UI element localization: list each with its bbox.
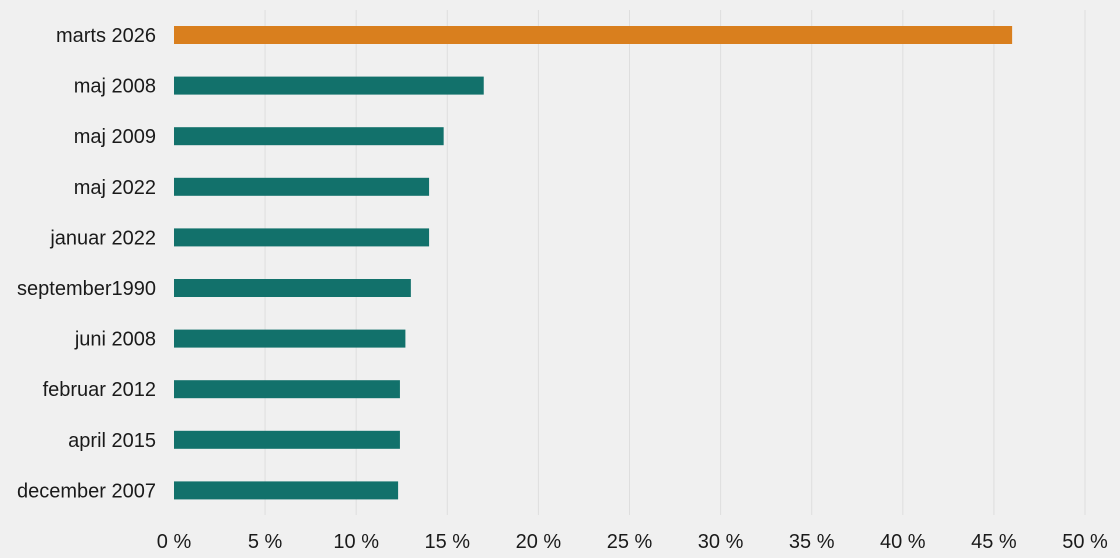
- category-label-7: februar 2012: [43, 379, 156, 401]
- bar-6: [174, 329, 406, 348]
- category-label-4: januar 2022: [49, 227, 156, 249]
- bar-7: [174, 380, 400, 399]
- bar-3: [174, 177, 430, 196]
- category-label-6: juni 2008: [74, 329, 156, 351]
- category-label-8: april 2015: [68, 430, 156, 452]
- x-tick-label-2: 10 %: [333, 531, 379, 553]
- x-tick-label-3: 15 %: [425, 531, 471, 553]
- x-tick-label-7: 35 %: [789, 531, 835, 553]
- category-label-0: marts 2026: [56, 25, 156, 47]
- bar-0: [174, 26, 1013, 44]
- bar-9: [174, 481, 399, 500]
- category-label-5: september1990: [17, 278, 156, 300]
- x-tick-label-5: 25 %: [607, 531, 653, 553]
- bar-5: [174, 279, 411, 297]
- x-tick-label-8: 40 %: [880, 531, 926, 553]
- x-tick-label-1: 5 %: [248, 531, 283, 553]
- x-axis-tick-labels: 0 % 5 % 10 % 15 % 20 % 25 % 30 % 35 % 40 % 45 % 50…: [157, 531, 1108, 553]
- bar-2: [174, 127, 444, 146]
- category-label-3: maj 2022: [74, 177, 156, 199]
- category-label-1: maj 2008: [74, 76, 156, 98]
- x-tick-label-6: 30 %: [698, 531, 744, 553]
- x-tick-label-4: 20 %: [516, 531, 562, 553]
- bars: [174, 26, 1013, 500]
- category-label-9: december 2007: [17, 480, 156, 502]
- x-tick-label-9: 45 %: [971, 531, 1017, 553]
- x-tick-label-0: 0 %: [157, 531, 192, 553]
- bar-4: [174, 228, 430, 247]
- x-tick-label-10: 50 %: [1062, 531, 1108, 553]
- category-labels: marts 2026 maj 2008 maj 2009 maj 2022 januar…: [17, 25, 156, 502]
- bar-1: [174, 76, 484, 95]
- category-label-2: maj 2009: [74, 126, 156, 148]
- bar-8: [174, 430, 400, 449]
